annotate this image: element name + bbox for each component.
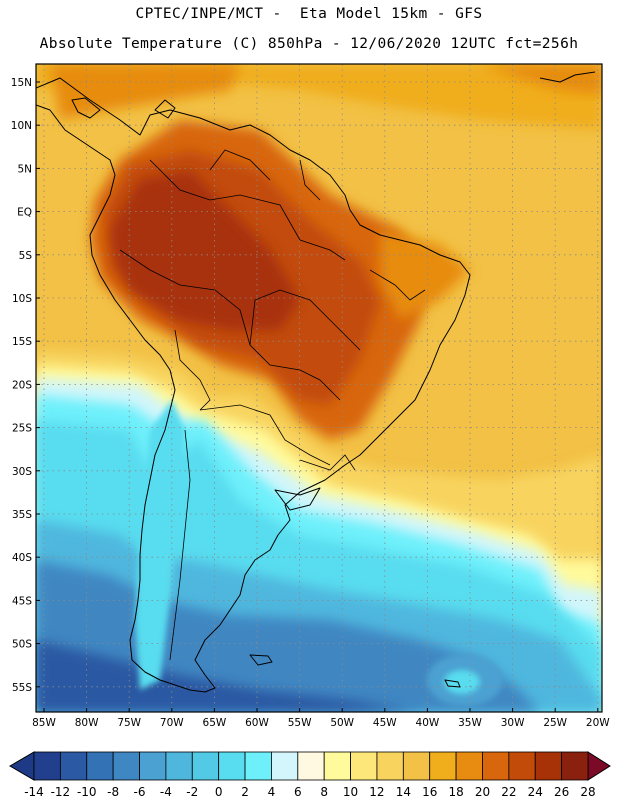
lon-label: 45W — [373, 717, 397, 729]
colorbar-cell — [429, 751, 457, 781]
lat-label: 10S — [12, 293, 32, 305]
colorbar-tick-label: -10 — [77, 785, 97, 799]
lat-label: 50S — [12, 639, 32, 651]
lon-label: 20W — [586, 717, 610, 729]
colorbar-tick-label: 14 — [396, 785, 411, 799]
lat-label: 15S — [12, 336, 32, 348]
colorbar-tick-label: 28 — [580, 785, 595, 799]
colorbar-tick-label: 0 — [215, 785, 223, 799]
colorbar-cell — [402, 751, 431, 781]
colorbar: -14 -12 -10 -8 -6 -4 -2 0 2 4 6 8 10 12 14 16 18 20 22 24 26… — [9, 751, 611, 799]
colorbar-cell — [139, 751, 167, 781]
lat-label: 10N — [11, 120, 32, 132]
colorbar-tick-label: 18 — [448, 785, 463, 799]
colorbar-tick-label: 4 — [268, 785, 276, 799]
colorbar-cell — [508, 751, 536, 781]
map-title-line-2: Absolute Temperature (C) 850hPa - 12/06/… — [39, 36, 579, 52]
colorbar-cell — [271, 751, 299, 781]
colorbar-cell — [244, 751, 272, 781]
colorbar-cell — [165, 751, 193, 781]
lon-label: 25W — [543, 717, 567, 729]
colorbar-under-triangle — [9, 751, 35, 781]
colorbar-cell — [323, 751, 351, 781]
map-frame — [35, 63, 603, 713]
lat-label: 15N — [11, 77, 32, 89]
temperature-field — [36, 64, 602, 712]
lon-label: 75W — [117, 717, 141, 729]
colorbar-tick-label: 22 — [501, 785, 516, 799]
colorbar-tick-label: 10 — [343, 785, 358, 799]
colorbar-cell — [191, 751, 220, 781]
lon-label: 70W — [160, 717, 184, 729]
coastline — [36, 71, 596, 693]
colorbar-tick-label: -6 — [134, 785, 146, 799]
colorbar-cell — [376, 751, 404, 781]
colorbar-cell — [218, 751, 246, 781]
lat-label: 20S — [12, 379, 32, 391]
colorbar-cell — [86, 751, 114, 781]
colorbar-tick-label: 2 — [241, 785, 249, 799]
colorbar-tick-label: 24 — [528, 785, 543, 799]
colorbar-cell — [534, 751, 563, 781]
colorbar-cell — [59, 751, 88, 781]
lat-label: 5N — [17, 163, 32, 175]
longitude-labels: 85W 80W 75W 70W 65W 60W 55W 50W 45W 40W 35W 30W 25W 2… — [32, 708, 610, 729]
colorbar-tick-label: 16 — [422, 785, 437, 799]
latitude-labels: 15N 10N 5N EQ 5S 10S 15S 20S 25S 30S 35S 40S 45S 50S 5… — [11, 77, 40, 694]
colorbar-over-triangle — [587, 751, 611, 781]
colorbar-cell — [455, 751, 483, 781]
colorbar-cell — [561, 751, 589, 781]
lat-label: 30S — [12, 466, 32, 478]
colorbar-tick-label: -14 — [24, 785, 44, 799]
colorbar-tick-label: 20 — [475, 785, 490, 799]
colorbar-tick-label: 6 — [294, 785, 302, 799]
map-title-line-1: CPTEC/INPE/MCT - Eta Model 15km - GFS — [135, 6, 483, 22]
lon-label: 40W — [416, 717, 440, 729]
lon-label: 85W — [32, 717, 56, 729]
lat-label: 25S — [12, 423, 32, 435]
lon-label: 65W — [203, 717, 227, 729]
lon-label: 55W — [288, 717, 312, 729]
colorbar-tick-label: 26 — [554, 785, 569, 799]
lat-label: 35S — [12, 509, 32, 521]
lon-label: 50W — [330, 717, 354, 729]
lat-lon-grid — [36, 64, 602, 712]
lon-label: 60W — [245, 717, 269, 729]
lat-label: EQ — [17, 207, 32, 219]
colorbar-cell — [112, 751, 140, 781]
lat-label: 45S — [12, 595, 32, 607]
colorbar-tick-label: -12 — [51, 785, 71, 799]
colorbar-tick-label: 12 — [369, 785, 384, 799]
colorbar-cell — [33, 751, 61, 781]
lon-label: 30W — [501, 717, 525, 729]
colorbar-tick-label: -8 — [107, 785, 119, 799]
lon-label: 35W — [458, 717, 482, 729]
colorbar-cell — [350, 751, 378, 781]
country-borders — [119, 149, 426, 661]
lat-label: 5S — [19, 250, 33, 262]
colorbar-tick-label: -2 — [186, 785, 198, 799]
lat-label: 55S — [12, 682, 32, 694]
colorbar-cell — [297, 751, 325, 781]
lat-label: 40S — [12, 552, 32, 564]
colorbar-tick-label: -4 — [160, 785, 172, 799]
colorbar-tick-label: 8 — [320, 785, 328, 799]
colorbar-cell — [482, 751, 510, 781]
lon-label: 80W — [75, 717, 99, 729]
